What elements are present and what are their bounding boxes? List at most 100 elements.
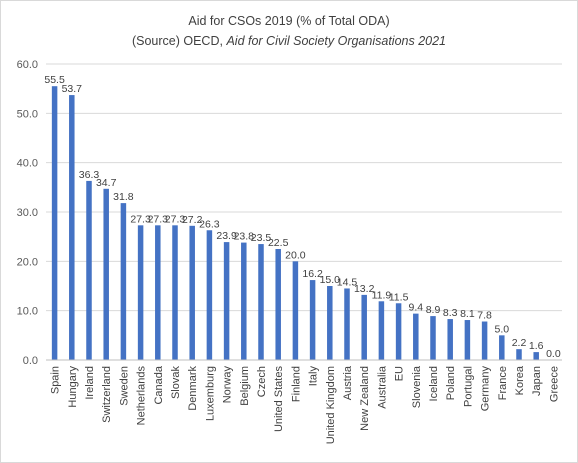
data-label: 13.2: [354, 283, 375, 295]
data-label: 26.3: [199, 218, 220, 230]
data-labels: 55.553.736.334.731.827.327.327.327.226.3…: [44, 74, 560, 360]
bars: [51, 86, 539, 360]
x-tick-label: Norway: [222, 366, 234, 404]
data-label: 5.0: [494, 323, 509, 335]
y-tick-label: 10.0: [17, 306, 38, 318]
data-label: 1.6: [529, 340, 544, 352]
x-tick-label: Poland: [445, 366, 457, 400]
data-label: 14.5: [337, 276, 358, 288]
data-label: 8.3: [443, 307, 458, 319]
data-label: 11.5: [389, 291, 409, 303]
bar-belgium: [241, 242, 247, 360]
data-label: 23.5: [251, 232, 272, 244]
data-label: 20.0: [285, 249, 306, 261]
bar-japan: [533, 352, 539, 360]
bar-eu: [395, 303, 402, 360]
chart-subtitle: (Source) OECD, Aid for Civil Society Org…: [0, 34, 578, 48]
x-tick-label: Greece: [548, 366, 560, 402]
bar-united-kingdom: [327, 286, 333, 360]
x-tick-label: Ireland: [84, 366, 96, 400]
y-tick-label: 20.0: [17, 256, 38, 268]
data-label: 27.2: [182, 214, 203, 226]
x-tick-label: Slovenia: [411, 365, 423, 408]
x-tick-label: Belgium: [239, 366, 251, 406]
bar-australia: [378, 301, 385, 360]
bar-czech: [258, 244, 264, 360]
bar-new-zealand: [361, 294, 367, 360]
bar-ireland: [86, 180, 92, 360]
x-tick-label: Luxemburg: [204, 366, 216, 421]
x-tick-label: Sweden: [118, 366, 130, 406]
x-tick-label: Italy: [308, 366, 320, 387]
bar-spain: [51, 86, 58, 360]
bar-slovak: [172, 225, 178, 360]
data-label: 7.8: [477, 310, 492, 322]
chart-title: Aid for CSOs 2019 (% of Total ODA): [188, 14, 390, 28]
data-label: 55.5: [44, 74, 65, 86]
data-label: 2.2: [512, 337, 527, 349]
x-tick-label: EU: [394, 366, 406, 381]
y-tick-label: 60.0: [17, 59, 38, 71]
y-axis-tick-labels: 0.0 10.0 20.0 30.0 40.0 50.0 60.0: [17, 59, 38, 367]
bar-switzerland: [103, 188, 109, 360]
x-tick-label: Austria: [342, 365, 354, 400]
x-tick-label: Netherlands: [136, 366, 148, 426]
y-tick-label: 30.0: [17, 207, 38, 219]
y-tick-label: 40.0: [17, 158, 38, 170]
data-label: 22.5: [268, 237, 289, 249]
x-tick-label: Finland: [290, 366, 302, 402]
x-tick-label: Hungary: [67, 366, 79, 408]
data-label: 0.0: [546, 348, 561, 360]
x-tick-label: United Kingdom: [325, 366, 337, 444]
data-label: 11.9: [372, 289, 392, 301]
data-label: 8.9: [426, 304, 441, 316]
gridlines: [46, 63, 562, 312]
chart-subtitle-prefix: (Source) OECD,: [131, 34, 223, 48]
data-label: 36.3: [79, 169, 100, 181]
data-label: 16.2: [302, 268, 323, 280]
bar-austria: [344, 288, 350, 360]
bar-denmark: [189, 225, 195, 360]
data-label: 9.4: [408, 302, 423, 314]
bar-hungary: [69, 95, 75, 360]
y-tick-label: 50.0: [17, 108, 38, 120]
bar-canada: [155, 225, 161, 360]
x-axis-tick-labels: Spain Hungary Ireland Switzerland Sweden Neth…: [50, 365, 561, 444]
data-label: 23.9: [216, 230, 237, 242]
bar-france: [499, 335, 505, 360]
data-label: 31.8: [113, 191, 134, 203]
data-label: 53.7: [62, 83, 83, 95]
bar-finland: [292, 261, 299, 360]
data-label: 15.0: [320, 274, 341, 286]
data-label: 8.1: [460, 308, 475, 320]
x-tick-label: Portugal: [462, 366, 474, 407]
x-tick-label: Germany: [480, 366, 492, 412]
x-tick-label: United States: [273, 366, 285, 433]
x-tick-label: Japan: [531, 366, 543, 396]
data-label: 34.7: [96, 177, 117, 189]
bar-poland: [447, 319, 453, 360]
bar-germany: [481, 321, 488, 360]
data-label: 27.3: [148, 213, 169, 225]
data-label: 27.3: [165, 213, 186, 225]
y-tick-label: 0.0: [23, 355, 38, 367]
x-tick-label: Canada: [153, 365, 165, 404]
x-tick-label: Switzerland: [101, 366, 113, 423]
x-tick-label: New Zealand: [359, 366, 371, 431]
bar-korea: [516, 349, 522, 360]
x-tick-label: Iceland: [428, 366, 440, 401]
x-tick-label: Spain: [50, 366, 62, 394]
bar-luxemburg: [206, 230, 213, 360]
bar-iceland: [430, 316, 436, 360]
bar-sweden: [120, 203, 127, 360]
x-tick-label: Australia: [376, 365, 388, 409]
bar-netherlands: [137, 225, 144, 360]
data-label: 27.3: [130, 213, 151, 225]
bar-norway: [223, 242, 230, 360]
bar-portugal: [464, 320, 471, 360]
bar-united-states: [275, 249, 281, 360]
data-label: 23.8: [234, 231, 255, 243]
x-tick-label: Slovak: [170, 366, 182, 400]
